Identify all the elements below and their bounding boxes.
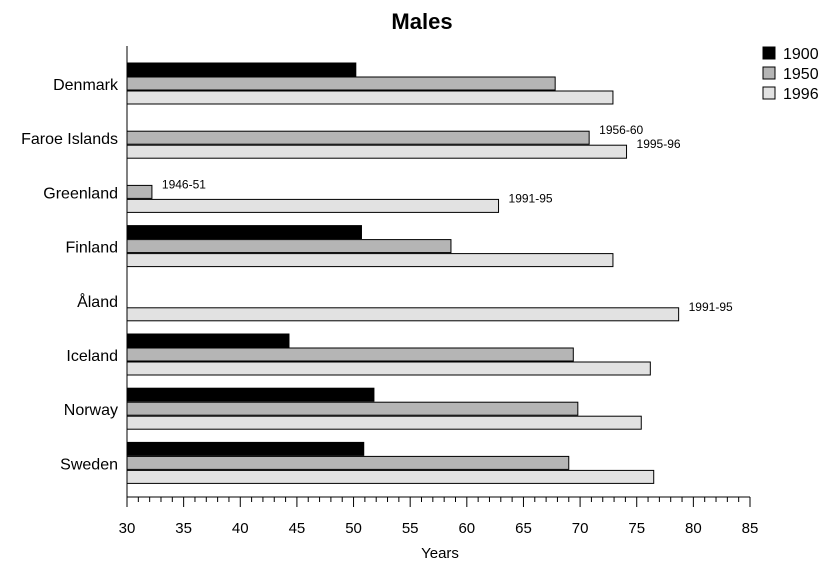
bar-8-1996 [126, 469, 655, 484]
bar-4-1950 [126, 239, 452, 254]
bar-1-1900 [126, 62, 357, 77]
x-tick-label: 75 [628, 520, 645, 537]
x-tick-label: 30 [119, 520, 136, 537]
annotation-label: 1991-95 [689, 300, 733, 314]
x-tick-label: 40 [232, 520, 249, 537]
axes-layer: Denmark Faroe Islands Greenland Finland Ålan… [21, 46, 758, 537]
category-label: Greenland [43, 185, 118, 202]
category-label: Iceland [66, 348, 118, 365]
category-label: Sweden [60, 456, 118, 473]
legend-swatch-1900 [762, 46, 776, 60]
category-label: Finland [66, 240, 118, 257]
bar-3-1996 [126, 198, 500, 213]
bar-6-1900 [126, 333, 290, 348]
legend-label-1996: 1996 [783, 86, 819, 103]
legend-label-1950: 1950 [783, 66, 819, 83]
x-axis-label: Years [421, 545, 459, 562]
bar-8-1950 [126, 455, 570, 470]
bar-1-1996 [126, 90, 614, 105]
x-tick-label: 65 [515, 520, 532, 537]
annotation-label: 1956-60 [599, 123, 643, 137]
legend-label-1900: 1900 [783, 46, 819, 63]
x-tick-label: 55 [402, 520, 419, 537]
bar-7-1996 [126, 415, 642, 430]
x-tick-label: 60 [458, 520, 475, 537]
bar-6-1996 [126, 361, 651, 376]
bar-7-1950 [126, 401, 579, 416]
bar-2-1950 [126, 130, 590, 145]
category-label: Denmark [53, 77, 119, 94]
bar-5-1996 [126, 307, 680, 322]
bar-2-1996 [126, 144, 628, 159]
bar-3-1950 [126, 184, 153, 199]
bar-8-1900 [126, 441, 365, 456]
category-label: Faroe Islands [21, 131, 118, 148]
chart-title: Males [391, 9, 452, 34]
x-tick-label: 80 [685, 520, 702, 537]
legend-swatch-1996 [762, 86, 776, 100]
x-tick-label: 50 [345, 520, 362, 537]
bar-6-1950 [126, 347, 574, 362]
category-label: Åland [77, 292, 118, 311]
x-tick-label: 45 [289, 520, 306, 537]
x-tick-label: 35 [175, 520, 192, 537]
bar-1-1950 [126, 76, 556, 91]
annotation-label: 1991-95 [509, 191, 553, 205]
bar-7-1900 [126, 387, 375, 402]
x-tick-label: 85 [742, 520, 759, 537]
bar-4-1900 [126, 225, 362, 240]
x-tick-label: 70 [572, 520, 589, 537]
annotation-label: 1946-51 [162, 177, 206, 191]
legend-swatch-1950 [762, 66, 776, 80]
annotation-label: 1995-96 [637, 137, 681, 151]
bar-4-1996 [126, 253, 614, 268]
category-label: Norway [64, 402, 118, 419]
legend: 1900 1950 1996 [762, 46, 819, 103]
